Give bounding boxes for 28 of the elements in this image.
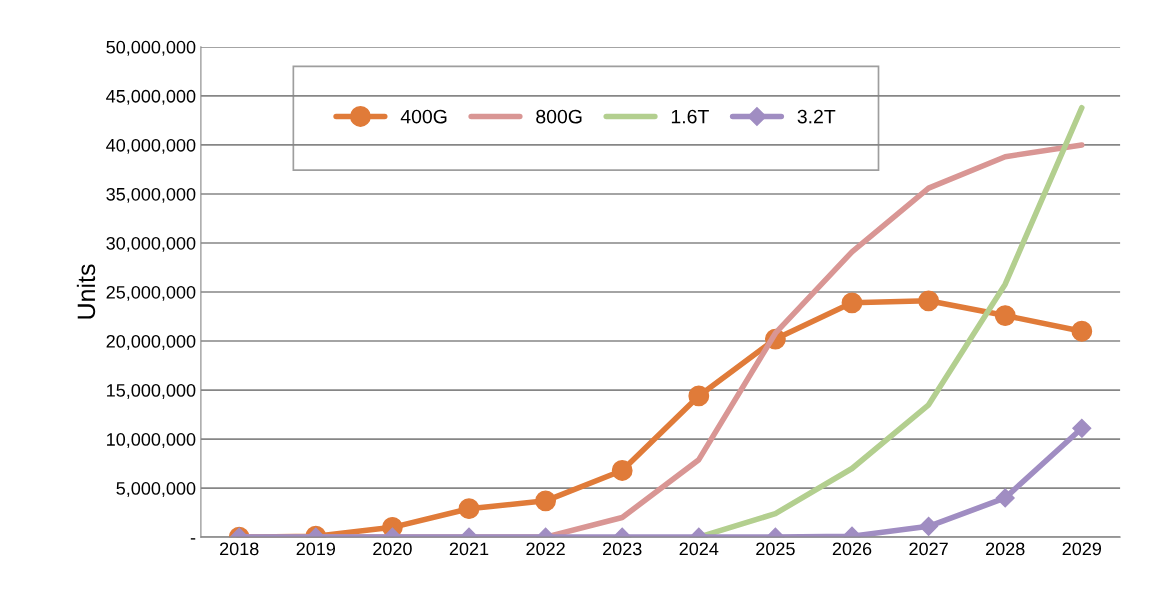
y-tick-label: 45,000,000 [106, 89, 196, 105]
x-tick-label: 2026 [832, 542, 872, 556]
y-tick-label: 20,000,000 [106, 334, 196, 350]
y-axis-title: Units [76, 264, 96, 319]
y-tick-label: 10,000,000 [107, 433, 196, 448]
x-tick-label: 2028 [986, 542, 1025, 556]
y-tick-label: 40,000,000 [106, 138, 196, 154]
legend-label: 800G [536, 109, 582, 124]
y-tick-label: 5,000,000 [116, 482, 196, 497]
x-tick-label: 2022 [526, 542, 565, 556]
y-tick-label: 35,000,000 [106, 187, 196, 203]
x-tick-label: 2027 [909, 542, 948, 556]
y-tick-label: 25,000,000 [106, 285, 196, 301]
legend-label: 1.6T [671, 109, 709, 124]
x-tick-label: 2025 [756, 542, 795, 556]
legend-label: 400G [400, 109, 447, 124]
y-tick-label: 50,000,000 [106, 40, 196, 56]
x-tick-label: 2019 [296, 542, 336, 556]
x-tick-label: 2018 [220, 542, 259, 556]
x-tick-label: 2024 [679, 542, 719, 556]
x-tick-label: 2020 [373, 542, 412, 556]
x-tick-label: 2021 [449, 542, 489, 556]
y-tick-label: 15,000,000 [107, 384, 196, 399]
legend-label: 3.2T [797, 109, 836, 124]
x-tick-label: 2029 [1062, 542, 1102, 556]
y-tick-label: 30,000,000 [106, 236, 196, 252]
x-tick-label: 2023 [603, 542, 642, 556]
y-tick-label: - [190, 538, 196, 540]
